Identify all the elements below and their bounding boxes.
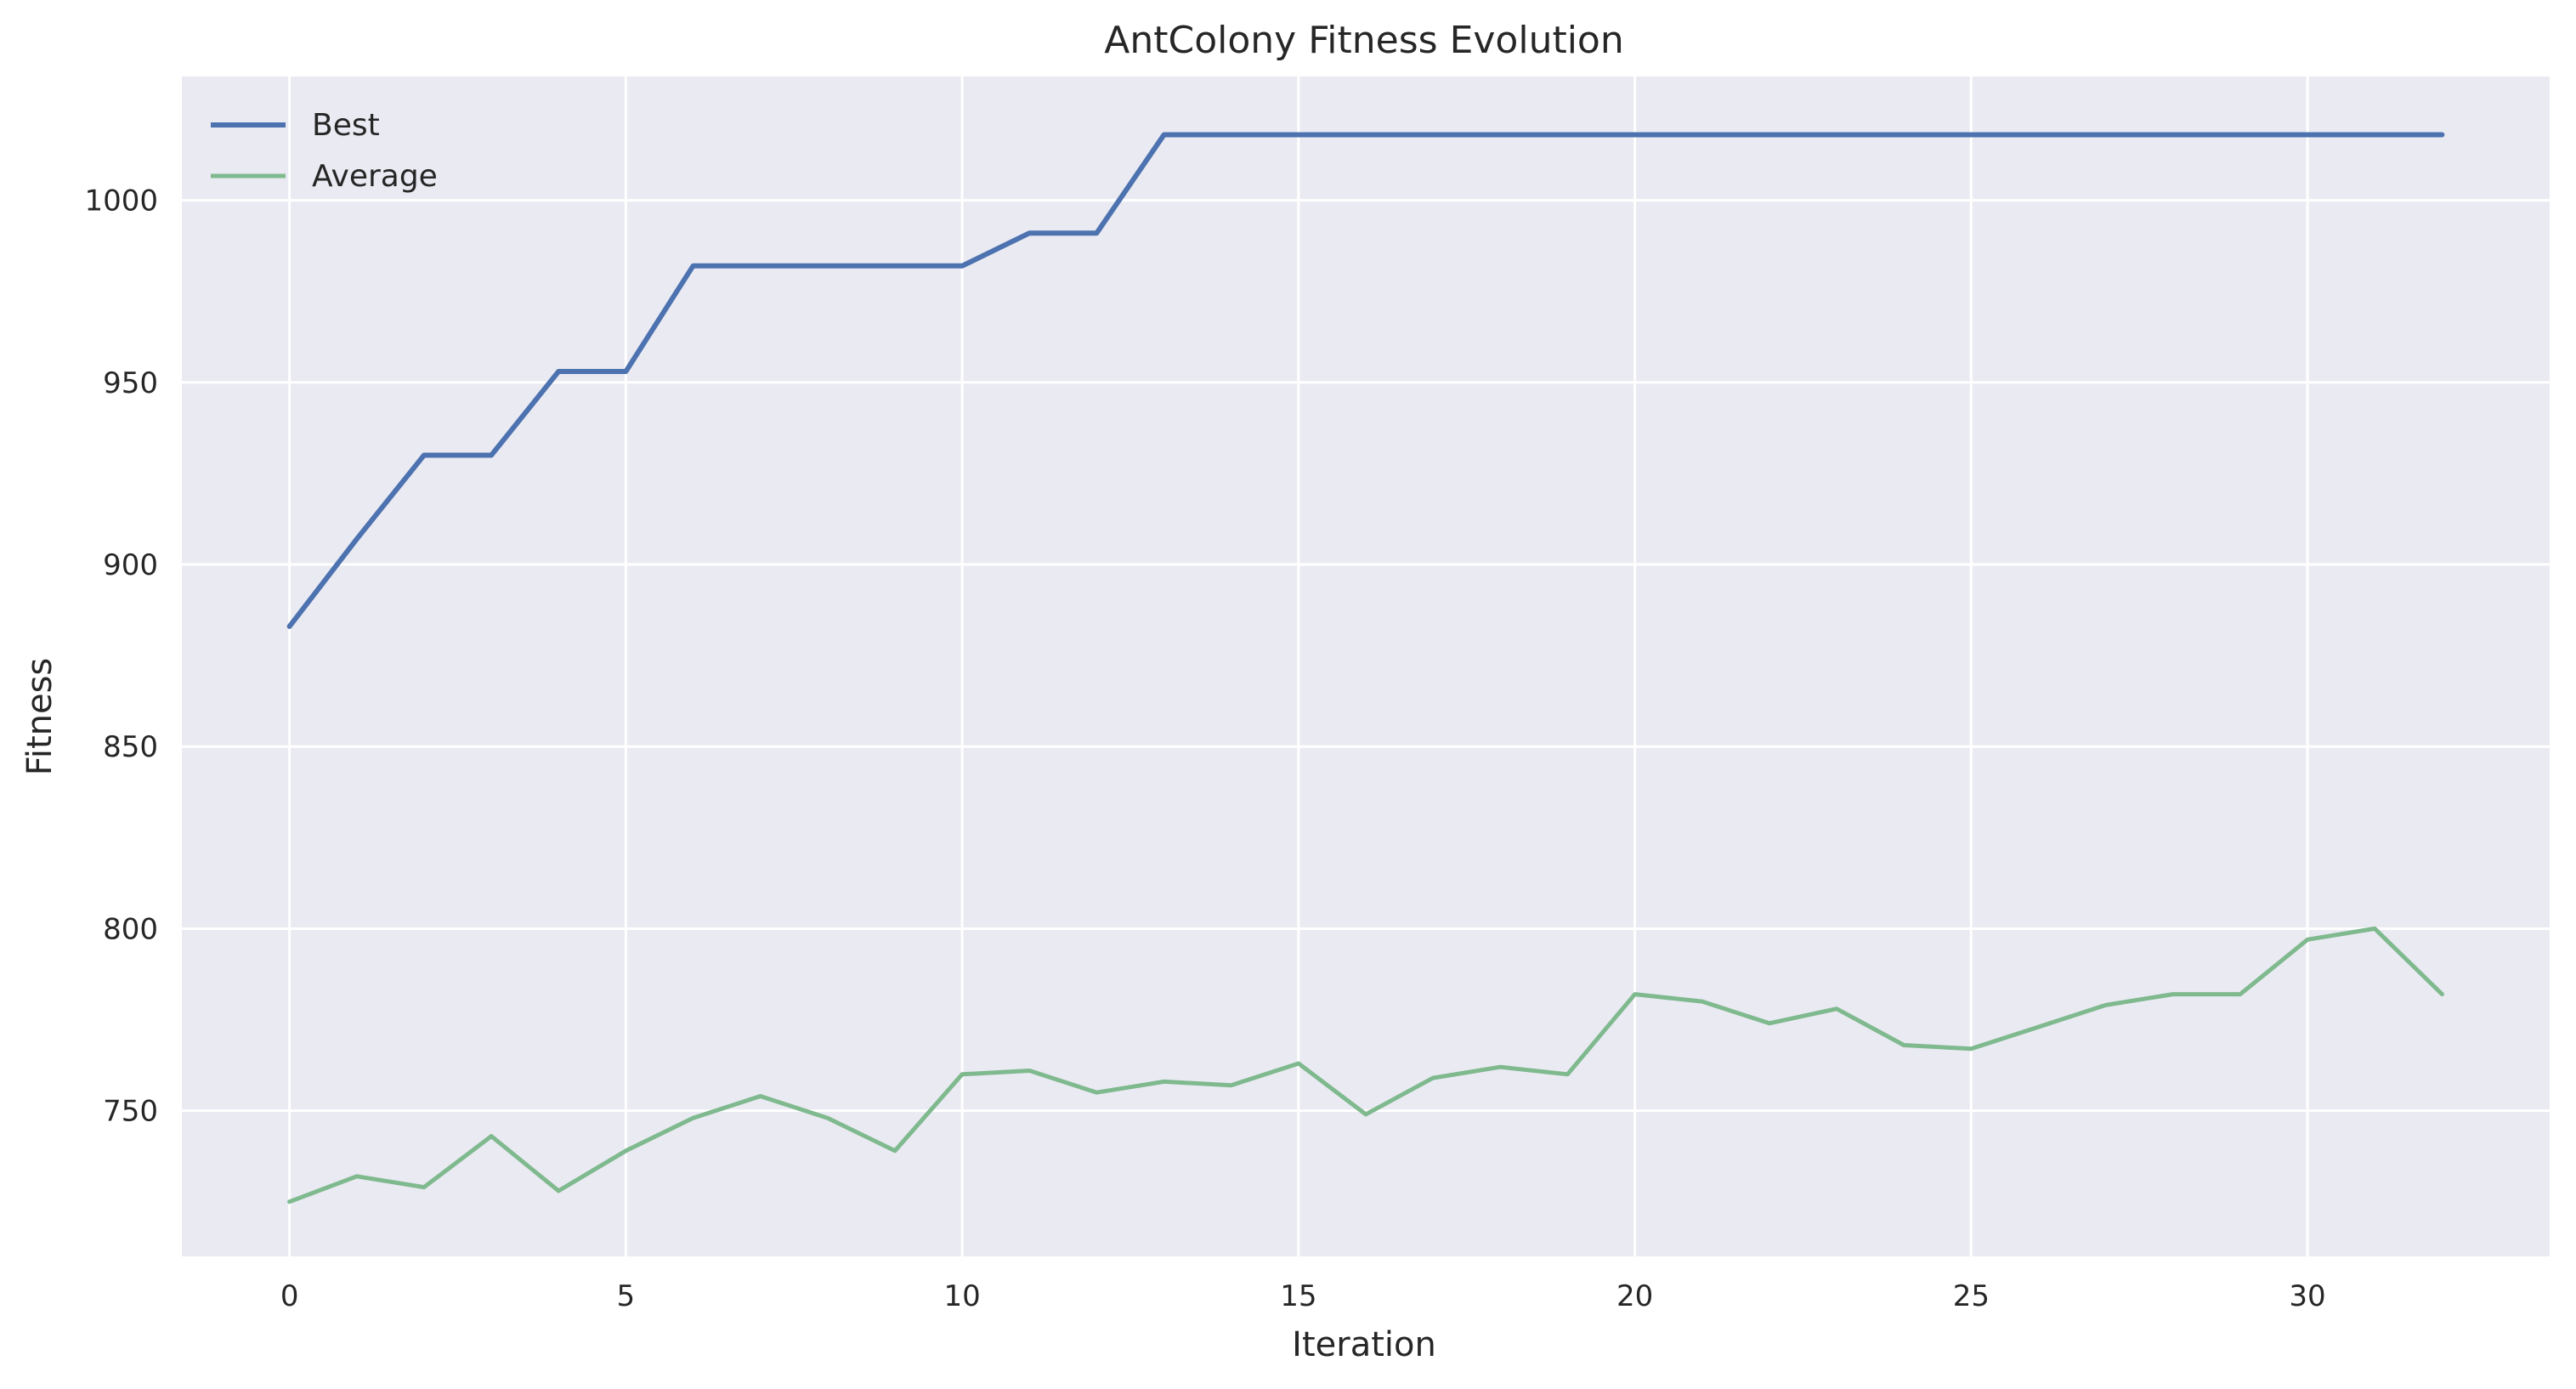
x-axis-label: Iteration	[1292, 1325, 1436, 1364]
y-tick-label: 850	[103, 730, 158, 764]
grid-lines	[182, 77, 2550, 1256]
y-tick-label: 800	[103, 912, 158, 946]
y-tick-label: 950	[103, 366, 158, 400]
x-axis-ticks: 0 5 10 15 20 25 30	[280, 1279, 2326, 1313]
series-line-average	[287, 926, 2444, 1205]
y-tick-label: 900	[103, 548, 158, 582]
legend: Best Average	[211, 108, 438, 194]
x-tick-label: 25	[1953, 1279, 1990, 1313]
y-axis-label: Fitness	[20, 658, 59, 776]
x-tick-label: 5	[617, 1279, 636, 1313]
x-tick-label: 30	[2289, 1279, 2325, 1313]
y-tick-label: 1000	[84, 184, 158, 218]
x-tick-label: 20	[1616, 1279, 1653, 1313]
series-lines	[286, 132, 2445, 1205]
series-line-best	[286, 132, 2445, 629]
y-axis-ticks: 750 800 850 900 950 1000	[84, 184, 158, 1129]
x-tick-label: 10	[943, 1279, 980, 1313]
x-tick-label: 15	[1280, 1279, 1316, 1313]
x-tick-label: 0	[280, 1279, 299, 1313]
legend-label-best: Best	[312, 108, 380, 143]
chart-title: AntColony Fitness Evolution	[1104, 19, 1623, 62]
legend-label-average: Average	[312, 159, 438, 194]
y-tick-label: 750	[103, 1095, 158, 1129]
plot-area	[182, 77, 2550, 1256]
